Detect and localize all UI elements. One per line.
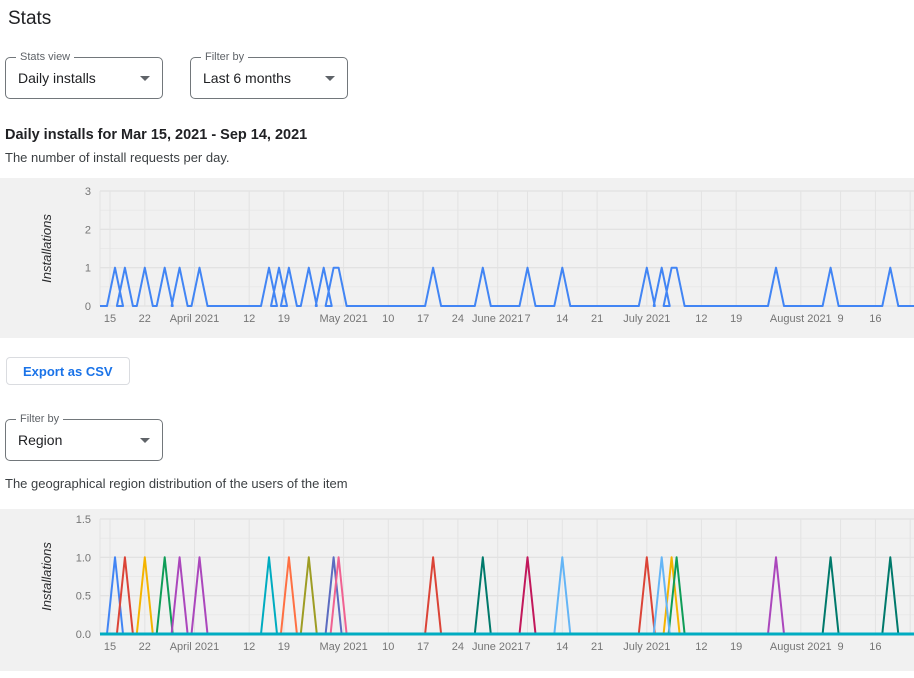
svg-text:June 2021: June 2021 bbox=[472, 641, 523, 653]
daily-installs-heading: Daily installs for Mar 15, 2021 - Sep 14… bbox=[5, 127, 308, 143]
chevron-down-icon bbox=[140, 437, 150, 443]
stats-page: Stats Stats view Daily installs Filter b… bbox=[0, 8, 914, 678]
svg-text:24: 24 bbox=[452, 313, 464, 325]
stats-view-value: Daily installs bbox=[18, 70, 96, 86]
svg-text:Installations: Installations bbox=[39, 214, 54, 283]
svg-text:9: 9 bbox=[838, 641, 844, 653]
svg-text:24: 24 bbox=[452, 641, 464, 653]
svg-text:0: 0 bbox=[85, 301, 91, 313]
svg-text:1.0: 1.0 bbox=[76, 552, 91, 564]
svg-text:12: 12 bbox=[243, 313, 255, 325]
daily-installs-chart-area: 15 22 April 2021 12 19 May 2021 10 17 24 June 202… bbox=[0, 178, 914, 338]
region-filter-label: Filter by bbox=[16, 413, 64, 426]
svg-text:12: 12 bbox=[695, 313, 707, 325]
svg-text:14: 14 bbox=[556, 641, 568, 653]
svg-text:7: 7 bbox=[524, 313, 530, 325]
svg-text:22: 22 bbox=[139, 641, 151, 653]
period-filter-select[interactable]: Filter by Last 6 months bbox=[190, 51, 348, 99]
stats-controls: Stats view Daily installs Filter by Last… bbox=[5, 51, 914, 99]
svg-text:Installations: Installations bbox=[39, 542, 54, 611]
svg-text:15: 15 bbox=[104, 313, 116, 325]
svg-text:14: 14 bbox=[556, 313, 568, 325]
svg-text:15: 15 bbox=[104, 641, 116, 653]
svg-text:10: 10 bbox=[382, 641, 394, 653]
svg-text:16: 16 bbox=[869, 641, 881, 653]
region-distribution-chart-area: 15 22 April 2021 12 19 May 2021 10 17 24 June 202… bbox=[0, 509, 914, 671]
svg-text:17: 17 bbox=[417, 313, 429, 325]
svg-text:19: 19 bbox=[278, 641, 290, 653]
stats-view-select[interactable]: Stats view Daily installs bbox=[5, 51, 163, 99]
svg-text:21: 21 bbox=[591, 641, 603, 653]
region-distribution-description: The geographical region distribution of … bbox=[5, 476, 348, 491]
svg-text:22: 22 bbox=[139, 313, 151, 325]
svg-text:1: 1 bbox=[85, 263, 91, 275]
svg-text:1.5: 1.5 bbox=[76, 514, 91, 526]
chevron-down-icon bbox=[325, 75, 335, 81]
svg-text:April 2021: April 2021 bbox=[170, 313, 220, 325]
chevron-down-icon bbox=[140, 75, 150, 81]
svg-text:7: 7 bbox=[524, 641, 530, 653]
svg-text:July 2021: July 2021 bbox=[623, 641, 670, 653]
svg-text:April 2021: April 2021 bbox=[170, 641, 220, 653]
period-filter-value: Last 6 months bbox=[203, 70, 291, 86]
daily-installs-chart: 15 22 April 2021 12 19 May 2021 10 17 24 June 202… bbox=[39, 186, 914, 325]
svg-text:June 2021: June 2021 bbox=[472, 313, 523, 325]
period-filter-label: Filter by bbox=[201, 51, 249, 64]
svg-text:August 2021: August 2021 bbox=[770, 313, 832, 325]
svg-text:July 2021: July 2021 bbox=[623, 313, 670, 325]
svg-text:May 2021: May 2021 bbox=[319, 313, 367, 325]
svg-text:12: 12 bbox=[695, 641, 707, 653]
region-distribution-chart: 15 22 April 2021 12 19 May 2021 10 17 24 June 202… bbox=[39, 514, 914, 653]
svg-text:10: 10 bbox=[382, 313, 394, 325]
page-title: Stats bbox=[8, 8, 52, 29]
svg-text:19: 19 bbox=[730, 641, 742, 653]
region-filter-select[interactable]: Filter by Region bbox=[5, 413, 163, 461]
stats-view-label: Stats view bbox=[16, 51, 75, 64]
svg-text:9: 9 bbox=[838, 313, 844, 325]
daily-installs-description: The number of install requests per day. bbox=[5, 150, 230, 165]
svg-text:3: 3 bbox=[85, 186, 91, 198]
svg-text:19: 19 bbox=[278, 313, 290, 325]
svg-text:19: 19 bbox=[730, 313, 742, 325]
svg-text:May 2021: May 2021 bbox=[319, 641, 367, 653]
svg-text:August 2021: August 2021 bbox=[770, 641, 832, 653]
svg-text:16: 16 bbox=[869, 313, 881, 325]
svg-text:0.0: 0.0 bbox=[76, 629, 91, 641]
svg-text:17: 17 bbox=[417, 641, 429, 653]
svg-text:2: 2 bbox=[85, 224, 91, 236]
export-csv-button[interactable]: Export as CSV bbox=[6, 357, 130, 385]
region-filter-value: Region bbox=[18, 432, 63, 448]
svg-text:21: 21 bbox=[591, 313, 603, 325]
svg-text:12: 12 bbox=[243, 641, 255, 653]
svg-text:0.5: 0.5 bbox=[76, 591, 91, 603]
